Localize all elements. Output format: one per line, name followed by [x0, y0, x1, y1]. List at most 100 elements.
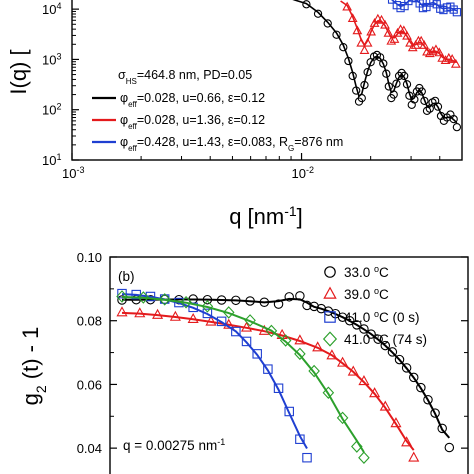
- data-point-square: [231, 326, 241, 337]
- data-point-triangle: [383, 27, 394, 37]
- data-point-triangle: [366, 26, 377, 36]
- data-point-diamond: [222, 306, 235, 319]
- series-triangle-group: [340, 0, 461, 68]
- data-point-diamond: [336, 411, 349, 425]
- data-point-circle: [284, 292, 294, 302]
- data-point-triangle: [359, 45, 370, 55]
- x-tick-label: 10-2: [292, 165, 314, 181]
- data-point-diamond: [244, 314, 256, 327]
- y-tick-label: 0.06: [77, 377, 102, 392]
- data-point-square: [202, 308, 213, 319]
- legend-entry: φeff=0.428, u=1.43, ε=0.083, RG=876 nm: [120, 135, 343, 153]
- data-point-triangle: [408, 451, 420, 462]
- data-point-square: [452, 8, 462, 17]
- data-point-circle: [430, 408, 440, 418]
- data-point-circle: [373, 334, 383, 344]
- data-point-circle: [392, 79, 401, 88]
- data-point-square: [252, 349, 262, 359]
- data-point-circle: [323, 19, 332, 28]
- data-point-circle: [366, 329, 376, 339]
- fit-curve-diamond: [121, 296, 365, 453]
- legend-entry: φeff=0.028, u=0.66, ε=0.12: [120, 91, 265, 109]
- q-annotation: q = 0.00275 nm-1: [123, 437, 225, 453]
- data-point-triangle: [431, 44, 441, 54]
- y-tick-label: 101: [42, 152, 61, 168]
- data-point-square: [273, 383, 284, 394]
- data-point-circle: [433, 102, 443, 111]
- panel-label: (b): [118, 269, 135, 284]
- data-point-circle: [401, 363, 412, 373]
- legend-marker-square: [324, 311, 336, 323]
- data-point-triangle: [398, 25, 409, 35]
- data-point-circle: [420, 96, 429, 106]
- series-square-group: [117, 288, 312, 463]
- data-point-circle: [352, 320, 362, 330]
- data-point-triangle: [427, 45, 438, 55]
- data-point-square: [216, 316, 227, 327]
- data-point-triangle: [347, 13, 358, 22]
- data-point-triangle: [116, 306, 128, 317]
- series-triangle-group: [116, 306, 420, 462]
- data-point-circle: [394, 354, 405, 365]
- data-point-square: [284, 406, 294, 417]
- data-point-triangle: [390, 417, 402, 428]
- data-point-circle: [387, 347, 398, 357]
- data-point-triangle: [402, 30, 412, 40]
- data-point-diamond: [358, 451, 370, 464]
- series-square-group: [387, 0, 462, 17]
- panel-b-frame: [109, 256, 469, 474]
- data-point-circle: [437, 423, 447, 434]
- data-point-triangle: [401, 436, 413, 447]
- data-point-circle: [422, 106, 432, 115]
- data-point-square: [263, 364, 273, 374]
- data-point-triangle: [407, 42, 418, 52]
- panel-b-correlation-plot: 0.04 0.06 0.08 0.10 (b) 33.0 oC 39.0 oC 41.0 oC…: [18, 250, 469, 474]
- data-point-circle: [309, 301, 319, 312]
- fit-curve-square: [390, 0, 458, 12]
- legend-entry: 41.0 oC (74 s): [344, 331, 427, 347]
- data-point-triangle: [386, 35, 397, 45]
- data-point-diamond: [180, 295, 192, 309]
- data-point-circle: [380, 340, 391, 351]
- fit-curve-triangle: [340, 0, 457, 63]
- legend-entry: 41.0 oC (0 s): [344, 309, 420, 325]
- y-tick-label: 104: [42, 1, 61, 17]
- x-axis-label: q [nm-1]: [229, 203, 303, 229]
- data-point-square: [241, 336, 252, 347]
- legend-entry: 33.0 oC: [344, 264, 389, 280]
- data-point-circle: [452, 123, 462, 132]
- data-point-triangle: [389, 33, 400, 43]
- data-point-circle: [344, 315, 355, 326]
- y-tick-label: 0.08: [77, 314, 102, 329]
- fit-curve-triangle: [121, 311, 415, 451]
- data-point-circle: [416, 382, 426, 393]
- data-point-square: [302, 452, 312, 463]
- y-axis-label: g2 (t) - 1: [18, 327, 49, 406]
- series-diamond-group: [116, 290, 370, 464]
- legend-header: σHS=464.8 nm, PD=0.05: [118, 68, 252, 86]
- y-tick-label: 103: [42, 51, 61, 67]
- y-tick-label: 102: [42, 102, 61, 118]
- x-tick-label: 10-3: [62, 165, 84, 181]
- data-point-circle: [363, 67, 372, 77]
- data-point-square: [387, 0, 397, 4]
- legend-marker-circle: [324, 266, 336, 278]
- panel-a-intensity-plot: 10-310-2101102103104105σHS=464.8 nm, PD=…: [6, 0, 463, 229]
- data-point-circle: [402, 80, 412, 89]
- fit-curve-square: [121, 293, 308, 449]
- data-point-circle: [273, 299, 284, 309]
- data-point-triangle: [342, 1, 353, 11]
- legend-marker-diamond: [322, 331, 338, 347]
- data-point-circle: [423, 394, 433, 405]
- y-tick-label: 0.10: [77, 250, 102, 265]
- data-point-circle: [359, 324, 369, 334]
- data-point-circle: [410, 95, 419, 104]
- data-point-diamond: [322, 386, 335, 399]
- legend-entry: φeff=0.028, u=1.36, ε=0.12: [120, 113, 265, 131]
- data-point-circle: [382, 69, 391, 78]
- data-point-triangle: [376, 14, 387, 24]
- data-point-triangle: [352, 25, 363, 35]
- data-point-circle: [449, 114, 458, 124]
- data-point-circle: [379, 59, 388, 68]
- data-point-triangle: [447, 53, 458, 63]
